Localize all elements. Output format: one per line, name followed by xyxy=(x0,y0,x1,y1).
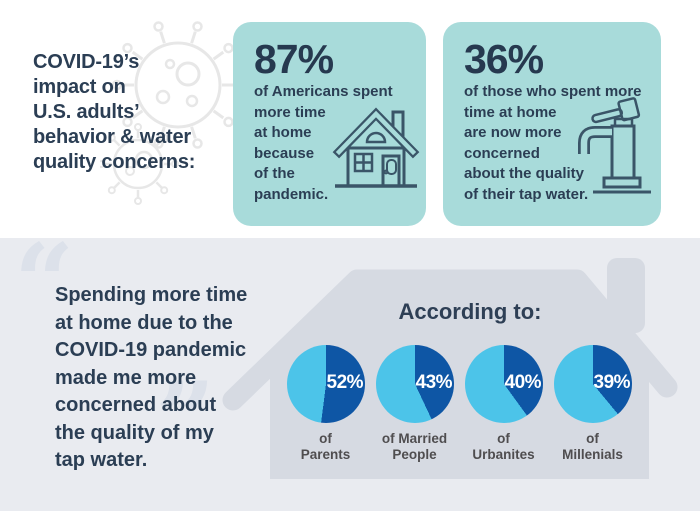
stat-card-water-concern: 36% of those who spent more time at home a… xyxy=(443,22,661,226)
text-line: at home xyxy=(254,124,312,141)
faucet-icon xyxy=(578,97,651,194)
top-section: COVID-19’s impact on U.S. adults’ behavior … xyxy=(0,0,700,238)
text-line: of xyxy=(586,431,599,446)
text-line: U.S. adults’ xyxy=(33,101,140,123)
pie-label: of Urbanites xyxy=(459,431,548,463)
text-line: People xyxy=(392,447,437,462)
pie-chart: 40% xyxy=(464,345,543,423)
pie-percentage: 40% xyxy=(504,372,542,394)
quote-text: Spending more time at home due to the COVI… xyxy=(55,282,247,475)
text-line: the quality of my xyxy=(55,421,214,444)
close-quote-icon: ” xyxy=(155,358,216,482)
text-line: are now more xyxy=(464,124,562,141)
pie-label: of Millenials xyxy=(548,431,637,463)
text-line: impact on xyxy=(33,76,126,98)
pie-block: 40% of Urbanites xyxy=(459,345,548,463)
text-line: Parents xyxy=(300,447,351,462)
pie-label: of Parents xyxy=(281,431,370,463)
pie-chart: 43% xyxy=(375,345,454,423)
text-line: of their tap water. xyxy=(464,185,589,203)
text-line: about the quality xyxy=(464,165,584,182)
page-title: COVID-19’s impact on U.S. adults’ behavior … xyxy=(33,50,195,175)
text-line: concerned about xyxy=(55,394,217,416)
pie-percentage: 39% xyxy=(593,372,631,394)
text-line: of Americans spent xyxy=(254,83,393,100)
text-line: time at home xyxy=(464,103,557,121)
stat-card-time-at-home: 87% of Americans spent more time at home be… xyxy=(233,22,426,226)
text-line: of xyxy=(319,431,332,446)
text-line: more time xyxy=(254,103,326,121)
text-line: of xyxy=(497,431,510,446)
pie-percentage: 43% xyxy=(415,372,453,394)
house-icon xyxy=(332,107,420,188)
text-line: at home due to the xyxy=(55,311,233,334)
pie-block: 43% of Married People xyxy=(370,345,459,463)
text-line: quality concerns: xyxy=(33,151,196,173)
pie-block: 39% of Millenials xyxy=(548,345,637,463)
stat-value: 87% xyxy=(254,36,334,82)
text-line: of those who spent more xyxy=(464,83,642,100)
text-line: concerned xyxy=(464,144,540,162)
stat-description: of Americans spent more time at home becaus… xyxy=(254,82,426,205)
text-line: COVID-19’s xyxy=(33,51,140,73)
text-line: of the xyxy=(254,165,295,182)
text-line: because xyxy=(254,144,315,162)
text-line: COVID-19 pandemic xyxy=(55,339,247,361)
pie-chart: 39% xyxy=(553,345,632,423)
bottom-section: “ ” Spending more time at home due to the… xyxy=(0,230,700,511)
text-line: made me more xyxy=(55,366,197,389)
chart-title: According to: xyxy=(398,299,542,324)
text-line: Spending more time xyxy=(55,284,248,306)
pie-label: of Married People xyxy=(370,431,459,463)
text-line: Millenials xyxy=(562,447,623,462)
pie-chart-row: 52% of Parents 43% of Married People 40% of Urba… xyxy=(281,345,637,463)
pie-block: 52% of Parents xyxy=(281,345,370,463)
stat-value: 36% xyxy=(464,36,544,82)
open-quote-icon: “ xyxy=(14,220,75,344)
pie-percentage: 52% xyxy=(326,372,364,394)
text-line: tap water. xyxy=(55,449,148,471)
stat-description: of those who spent more time at home are n… xyxy=(464,82,661,205)
text-line: of Married xyxy=(381,431,448,446)
text-line: behavior & water xyxy=(33,126,191,148)
text-line: pandemic. xyxy=(254,185,329,203)
pie-chart: 52% xyxy=(286,345,365,423)
text-line: Urbanites xyxy=(472,447,535,462)
house-silhouette xyxy=(222,258,678,479)
